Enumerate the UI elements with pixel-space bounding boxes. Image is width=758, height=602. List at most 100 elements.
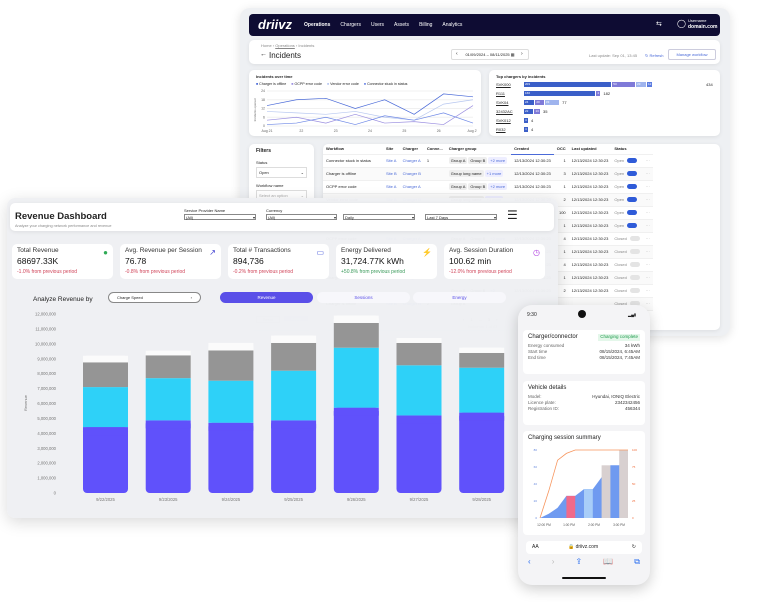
user-icon[interactable]: ◯	[677, 19, 686, 28]
menu-icon[interactable]: ☰	[507, 208, 518, 222]
charger-link[interactable]: Charger B	[399, 167, 424, 181]
column-header[interactable]: Created	[511, 144, 554, 155]
more-actions-icon[interactable]: ···	[642, 206, 653, 220]
column-header[interactable]: Site	[383, 144, 400, 155]
more-actions-icon[interactable]: ···	[642, 167, 653, 181]
text-size-button[interactable]: AA	[532, 544, 539, 550]
detail-value: 2342342456	[614, 400, 640, 405]
tab-sessions[interactable]: Sessions	[317, 292, 410, 303]
more-actions-icon[interactable]: ···	[642, 232, 653, 246]
status-toggle[interactable]	[627, 210, 638, 216]
column-header[interactable]: Charger	[399, 144, 424, 155]
more-actions-icon[interactable]: ···	[642, 297, 653, 311]
nav-assets[interactable]: Assets	[394, 22, 410, 28]
column-header[interactable]: Last updated	[568, 144, 612, 155]
x-tick: 26	[437, 129, 441, 133]
nav-operations[interactable]: Operations	[304, 22, 331, 28]
bookmarks-icon[interactable]: 📖	[603, 557, 614, 566]
period-select[interactable]: Last 7 Days ▾	[425, 214, 497, 220]
more-groups-chip[interactable]: +2 more	[488, 157, 508, 164]
status-toggle[interactable]	[627, 171, 638, 177]
status-toggle[interactable]	[627, 197, 638, 203]
charger-link[interactable]: 32432AC	[496, 109, 513, 114]
site-link[interactable]: Site A	[383, 180, 400, 194]
more-groups-chip[interactable]: +1 more	[484, 170, 504, 177]
refresh-button[interactable]: ↻ Refresh	[645, 53, 664, 58]
nav-users[interactable]: Users	[370, 22, 385, 28]
more-actions-icon[interactable]: ···	[642, 193, 653, 207]
breadcrumb-operations[interactable]: Operations	[275, 43, 295, 48]
column-header[interactable]: OCC	[553, 144, 569, 155]
more-actions-icon[interactable]: ···	[642, 258, 653, 272]
charger-link[interactable]: Charger A	[399, 180, 424, 194]
nav-analytics[interactable]: Analytics	[442, 22, 463, 28]
mobile-phone: 9:30 ▂▄▮ Charger/connector Charging compl…	[518, 305, 650, 585]
status-toggle[interactable]	[629, 236, 640, 242]
analyze-by-select[interactable]: Charge Speed ›	[108, 292, 201, 303]
status-toggle[interactable]	[627, 184, 638, 190]
charger-link[interactable]: R032	[496, 127, 506, 132]
back-icon[interactable]: ‹	[528, 557, 531, 566]
kpi-change: -0.8% from previous period	[125, 269, 186, 275]
share-icon[interactable]: ⇪	[575, 557, 583, 566]
group-chip: Group long name	[448, 170, 484, 177]
manage-workflow-button[interactable]: Manage workflow	[668, 49, 716, 60]
date-range-picker[interactable]: 01/09/2024 – 08/11/2025 ▦	[451, 49, 529, 60]
more-actions-icon[interactable]: ···	[642, 219, 653, 233]
column-header[interactable]: Charger group	[445, 144, 512, 155]
back-arrow-icon[interactable]: ←	[260, 51, 267, 58]
tab-revenue[interactable]: Revenue	[220, 292, 313, 303]
status-toggle[interactable]	[627, 158, 638, 164]
reload-icon[interactable]: ↻	[631, 544, 636, 550]
site-link[interactable]: Site B	[383, 167, 400, 181]
prev-icon[interactable]: ‹	[456, 51, 458, 57]
column-header[interactable]: Status	[611, 144, 643, 155]
occ-cell: 1	[553, 180, 569, 194]
status-toggle[interactable]	[629, 301, 640, 307]
tabs-icon[interactable]: ⧉	[634, 557, 640, 566]
site-link[interactable]: Site A	[383, 154, 400, 168]
more-groups-chip[interactable]: +2 more	[488, 183, 508, 190]
more-actions-icon[interactable]: ···	[642, 284, 653, 298]
url-text: 🔒 driivz.com	[568, 544, 599, 550]
more-actions-icon[interactable]: ···	[642, 271, 653, 285]
charger-total: 35	[543, 109, 548, 114]
charger-link[interactable]: SVK04	[496, 100, 509, 105]
charger-link[interactable]: R111	[496, 91, 505, 96]
charger-link[interactable]: SVK000	[496, 82, 511, 87]
bar-segment-1	[333, 407, 379, 493]
next-icon[interactable]: ›	[521, 51, 523, 57]
url-bar[interactable]: AA 🔒 driivz.com ↻	[526, 541, 642, 554]
workflow-label: Workflow name	[256, 183, 284, 188]
updated-cell: 12/13/2024 12:30:23	[568, 180, 612, 194]
status-label: Status	[256, 160, 268, 165]
charger-link[interactable]: SVK012	[496, 118, 511, 123]
status-toggle[interactable]	[629, 249, 640, 255]
nav-billing[interactable]: Billing	[419, 22, 433, 28]
charger-link[interactable]: Charger A	[399, 154, 424, 168]
currency-select[interactable]: (All) ▾	[266, 214, 337, 220]
status-toggle[interactable]	[627, 223, 638, 229]
top-charger-row: R032 4 4	[496, 126, 711, 135]
tab-energy[interactable]: Energy	[413, 292, 506, 303]
nav-chargers[interactable]: Chargers	[340, 22, 361, 28]
status-text: Open	[614, 222, 625, 228]
column-header[interactable]: Workflow	[323, 144, 383, 155]
column-header[interactable]: Conne...	[423, 144, 446, 155]
breadcrumb-home[interactable]: Home	[261, 43, 272, 48]
status-toggle[interactable]	[629, 288, 640, 294]
switch-icon[interactable]: ⇆	[656, 21, 662, 28]
more-actions-icon[interactable]: ···	[642, 180, 653, 194]
more-actions-icon[interactable]: ···	[642, 245, 653, 259]
top-charger-row: R111 166 4 182	[496, 90, 711, 99]
forward-icon[interactable]: ›	[551, 557, 555, 566]
status-toggle[interactable]	[629, 262, 640, 268]
status-select[interactable]: Open ⌄	[256, 167, 307, 178]
table-row[interactable]: Connector stuck in status Site A Charger A…	[323, 154, 653, 168]
status-toggle[interactable]	[629, 275, 640, 281]
more-actions-icon[interactable]: ···	[642, 154, 653, 168]
interval-select[interactable]: Daily ▾	[343, 214, 415, 220]
provider-select[interactable]: (All) ▾	[184, 214, 256, 220]
